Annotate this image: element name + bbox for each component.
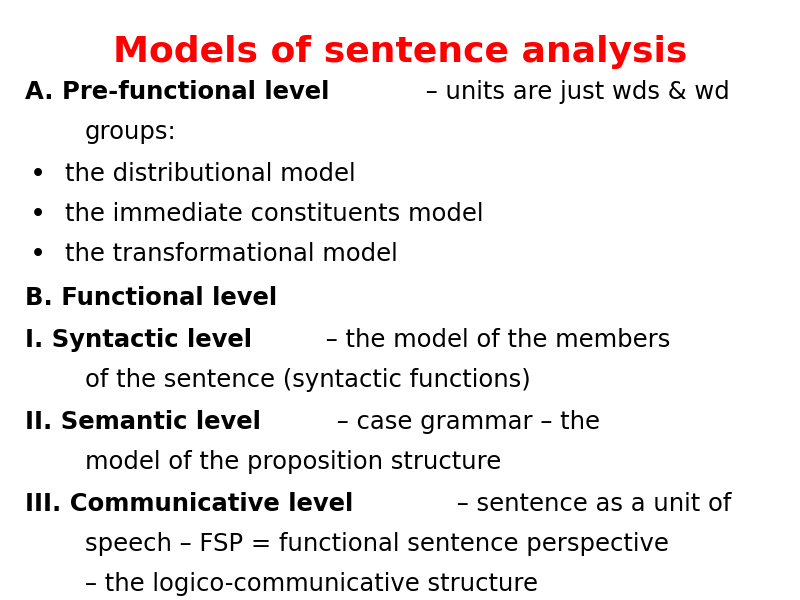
Text: speech – FSP = functional sentence perspective: speech – FSP = functional sentence persp… (85, 532, 669, 556)
Text: – the model of the members: – the model of the members (318, 328, 670, 352)
Text: Models of sentence analysis: Models of sentence analysis (113, 35, 687, 69)
Text: •: • (30, 162, 46, 188)
Text: model of the proposition structure: model of the proposition structure (85, 450, 502, 474)
Text: I. Syntactic level: I. Syntactic level (25, 328, 252, 352)
Text: A. Pre-functional level: A. Pre-functional level (25, 80, 330, 104)
Text: of the sentence (syntactic functions): of the sentence (syntactic functions) (85, 368, 530, 392)
Text: – the logico-communicative structure: – the logico-communicative structure (85, 572, 538, 596)
Text: III. Communicative level: III. Communicative level (25, 492, 354, 516)
Text: II. Semantic level: II. Semantic level (25, 410, 261, 434)
Text: the transformational model: the transformational model (65, 242, 398, 266)
Text: – units are just wds & wd: – units are just wds & wd (418, 80, 730, 104)
Text: the immediate constituents model: the immediate constituents model (65, 202, 483, 226)
Text: the distributional model: the distributional model (65, 162, 356, 186)
Text: – case grammar – the: – case grammar – the (330, 410, 600, 434)
Text: •: • (30, 202, 46, 228)
Text: •: • (30, 242, 46, 268)
Text: – sentence as a unit of: – sentence as a unit of (449, 492, 731, 516)
Text: groups:: groups: (85, 120, 177, 144)
Text: B. Functional level: B. Functional level (25, 286, 277, 310)
